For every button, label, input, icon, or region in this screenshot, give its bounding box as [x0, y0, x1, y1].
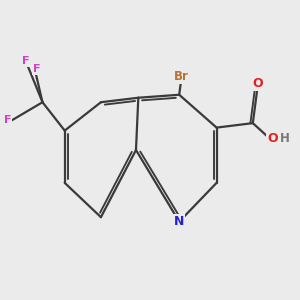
Text: N: N [174, 215, 184, 228]
Text: F: F [4, 115, 11, 125]
Text: Br: Br [174, 70, 189, 83]
Text: O: O [268, 132, 278, 145]
Text: O: O [252, 77, 263, 90]
Text: H: H [280, 132, 290, 145]
Text: F: F [22, 56, 30, 66]
Text: F: F [33, 64, 41, 74]
